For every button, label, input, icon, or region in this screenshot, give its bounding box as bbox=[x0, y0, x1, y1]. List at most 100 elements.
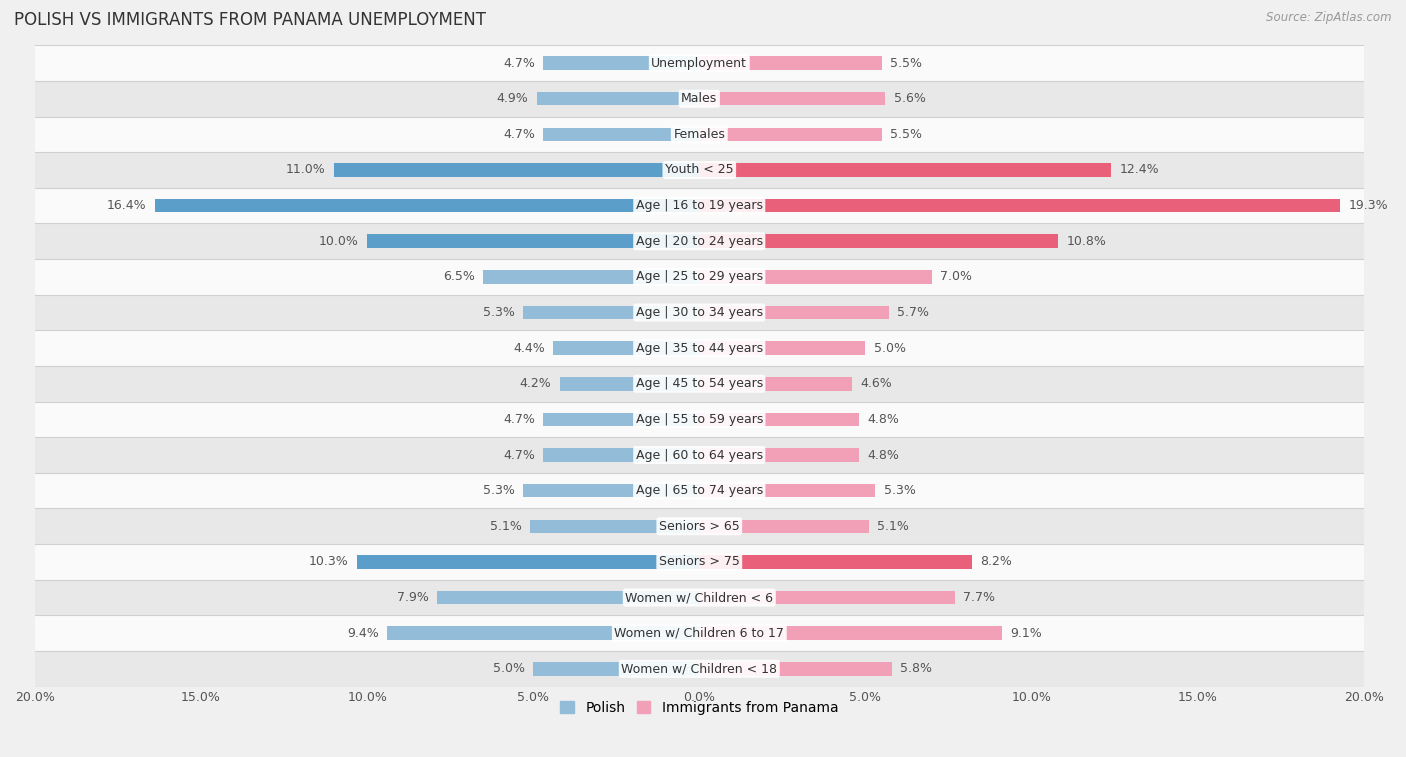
Text: Age | 45 to 54 years: Age | 45 to 54 years bbox=[636, 377, 763, 391]
Bar bbox=[699, 590, 955, 604]
Bar bbox=[155, 199, 699, 213]
Text: 10.8%: 10.8% bbox=[1066, 235, 1107, 248]
Text: Age | 65 to 74 years: Age | 65 to 74 years bbox=[636, 484, 763, 497]
Text: 5.8%: 5.8% bbox=[900, 662, 932, 675]
Text: 5.1%: 5.1% bbox=[877, 520, 908, 533]
Bar bbox=[699, 270, 932, 284]
Text: Males: Males bbox=[681, 92, 717, 105]
Text: 4.4%: 4.4% bbox=[513, 341, 544, 354]
Bar bbox=[699, 484, 876, 497]
Bar bbox=[387, 626, 699, 640]
Bar bbox=[699, 662, 891, 675]
Bar bbox=[560, 377, 699, 391]
Text: 5.0%: 5.0% bbox=[873, 341, 905, 354]
Bar bbox=[35, 366, 1364, 401]
Text: Women w/ Children 6 to 17: Women w/ Children 6 to 17 bbox=[614, 627, 785, 640]
Bar bbox=[699, 164, 1111, 176]
Text: 5.3%: 5.3% bbox=[883, 484, 915, 497]
Text: Age | 25 to 29 years: Age | 25 to 29 years bbox=[636, 270, 763, 283]
Bar bbox=[484, 270, 699, 284]
Text: Source: ZipAtlas.com: Source: ZipAtlas.com bbox=[1267, 11, 1392, 24]
Text: 16.4%: 16.4% bbox=[107, 199, 146, 212]
Text: 4.7%: 4.7% bbox=[503, 413, 534, 426]
Text: 5.1%: 5.1% bbox=[489, 520, 522, 533]
Bar bbox=[699, 519, 869, 533]
Bar bbox=[699, 128, 882, 141]
Bar bbox=[333, 164, 699, 176]
Text: 4.2%: 4.2% bbox=[520, 377, 551, 391]
Bar bbox=[543, 128, 699, 141]
Bar bbox=[699, 341, 865, 355]
Bar bbox=[543, 56, 699, 70]
Text: 4.7%: 4.7% bbox=[503, 57, 534, 70]
Text: Age | 35 to 44 years: Age | 35 to 44 years bbox=[636, 341, 763, 354]
Bar bbox=[699, 306, 889, 319]
Text: 4.8%: 4.8% bbox=[868, 413, 898, 426]
Bar bbox=[35, 544, 1364, 580]
Bar bbox=[35, 580, 1364, 615]
Text: Youth < 25: Youth < 25 bbox=[665, 164, 734, 176]
Bar bbox=[523, 306, 699, 319]
Bar bbox=[35, 188, 1364, 223]
Bar bbox=[543, 413, 699, 426]
Text: 8.2%: 8.2% bbox=[980, 556, 1012, 569]
Bar bbox=[699, 92, 886, 105]
Text: 4.8%: 4.8% bbox=[868, 448, 898, 462]
Bar bbox=[699, 555, 972, 569]
Text: 7.9%: 7.9% bbox=[396, 591, 429, 604]
Bar bbox=[699, 377, 852, 391]
Bar bbox=[35, 294, 1364, 330]
Text: 5.7%: 5.7% bbox=[897, 306, 929, 319]
Text: 11.0%: 11.0% bbox=[285, 164, 326, 176]
Bar bbox=[35, 259, 1364, 294]
Text: 5.3%: 5.3% bbox=[484, 306, 515, 319]
Text: 6.5%: 6.5% bbox=[443, 270, 475, 283]
Bar bbox=[35, 615, 1364, 651]
Text: 7.0%: 7.0% bbox=[941, 270, 972, 283]
Text: Age | 20 to 24 years: Age | 20 to 24 years bbox=[636, 235, 763, 248]
Text: 7.7%: 7.7% bbox=[963, 591, 995, 604]
Bar bbox=[35, 473, 1364, 509]
Text: Age | 30 to 34 years: Age | 30 to 34 years bbox=[636, 306, 763, 319]
Text: 4.7%: 4.7% bbox=[503, 448, 534, 462]
Bar bbox=[35, 117, 1364, 152]
Bar bbox=[35, 509, 1364, 544]
Text: 4.9%: 4.9% bbox=[496, 92, 529, 105]
Text: Women w/ Children < 18: Women w/ Children < 18 bbox=[621, 662, 778, 675]
Text: 5.5%: 5.5% bbox=[890, 128, 922, 141]
Text: 12.4%: 12.4% bbox=[1119, 164, 1159, 176]
Bar bbox=[367, 235, 699, 248]
Bar bbox=[35, 81, 1364, 117]
Bar bbox=[35, 401, 1364, 438]
Text: 19.3%: 19.3% bbox=[1348, 199, 1388, 212]
Text: Seniors > 65: Seniors > 65 bbox=[659, 520, 740, 533]
Bar bbox=[699, 199, 1340, 213]
Bar bbox=[35, 651, 1364, 687]
Text: 5.5%: 5.5% bbox=[890, 57, 922, 70]
Bar bbox=[699, 626, 1001, 640]
Text: Age | 55 to 59 years: Age | 55 to 59 years bbox=[636, 413, 763, 426]
Text: POLISH VS IMMIGRANTS FROM PANAMA UNEMPLOYMENT: POLISH VS IMMIGRANTS FROM PANAMA UNEMPLO… bbox=[14, 11, 486, 30]
Bar bbox=[523, 484, 699, 497]
Text: 5.6%: 5.6% bbox=[894, 92, 925, 105]
Bar bbox=[699, 56, 882, 70]
Legend: Polish, Immigrants from Panama: Polish, Immigrants from Panama bbox=[561, 701, 838, 715]
Bar bbox=[537, 92, 699, 105]
Bar bbox=[553, 341, 699, 355]
Text: 9.4%: 9.4% bbox=[347, 627, 378, 640]
Bar bbox=[35, 152, 1364, 188]
Text: Age | 16 to 19 years: Age | 16 to 19 years bbox=[636, 199, 763, 212]
Text: 10.0%: 10.0% bbox=[319, 235, 359, 248]
Bar bbox=[530, 519, 699, 533]
Bar bbox=[437, 590, 699, 604]
Text: Age | 60 to 64 years: Age | 60 to 64 years bbox=[636, 448, 763, 462]
Bar bbox=[699, 413, 859, 426]
Text: 5.3%: 5.3% bbox=[484, 484, 515, 497]
Bar bbox=[543, 448, 699, 462]
Bar bbox=[35, 438, 1364, 473]
Bar bbox=[35, 45, 1364, 81]
Text: Unemployment: Unemployment bbox=[651, 57, 747, 70]
Text: 4.6%: 4.6% bbox=[860, 377, 893, 391]
Text: 5.0%: 5.0% bbox=[494, 662, 524, 675]
Bar bbox=[35, 330, 1364, 366]
